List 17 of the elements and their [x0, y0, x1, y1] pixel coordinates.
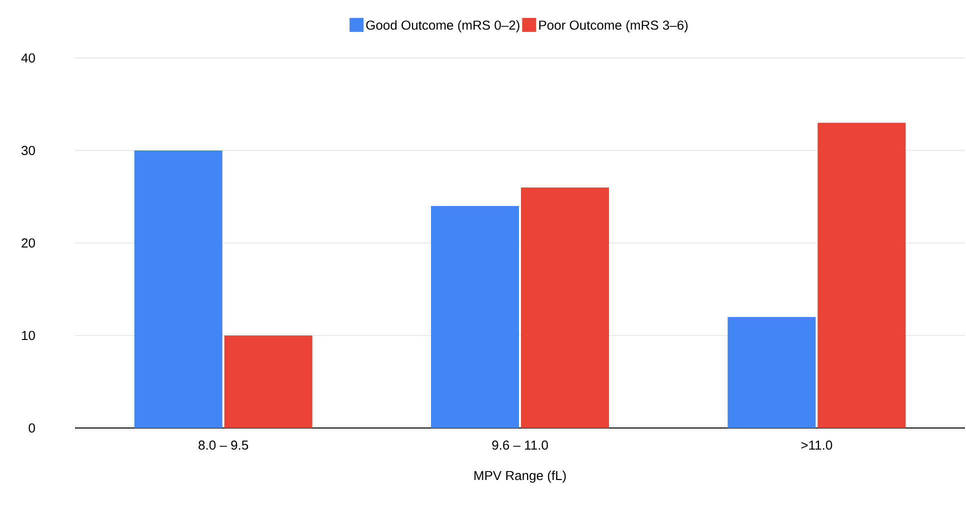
y-tick-label: 20	[22, 238, 35, 248]
x-tick-label: 8.0 – 9.5	[198, 440, 248, 450]
y-tick-label: 0	[28, 423, 35, 433]
x-tick-label: 9.6 – 11.0	[492, 440, 548, 450]
y-tick-label: 30	[22, 146, 35, 156]
bar	[521, 187, 610, 428]
bar	[431, 206, 520, 428]
bar	[818, 122, 906, 428]
x-axis-title: MPV Range (fL)	[474, 470, 566, 483]
y-tick-label: 10	[22, 330, 35, 340]
x-tick-label: >11.0	[801, 440, 832, 450]
bar	[728, 316, 816, 428]
y-tick-label: 40	[21, 53, 35, 63]
legend-label: Poor Outcome (mRS 3–6)	[539, 20, 688, 32]
legend-label: Good Outcome (mRS 0–2)	[366, 20, 520, 32]
bar	[224, 335, 312, 428]
bar	[134, 150, 222, 428]
